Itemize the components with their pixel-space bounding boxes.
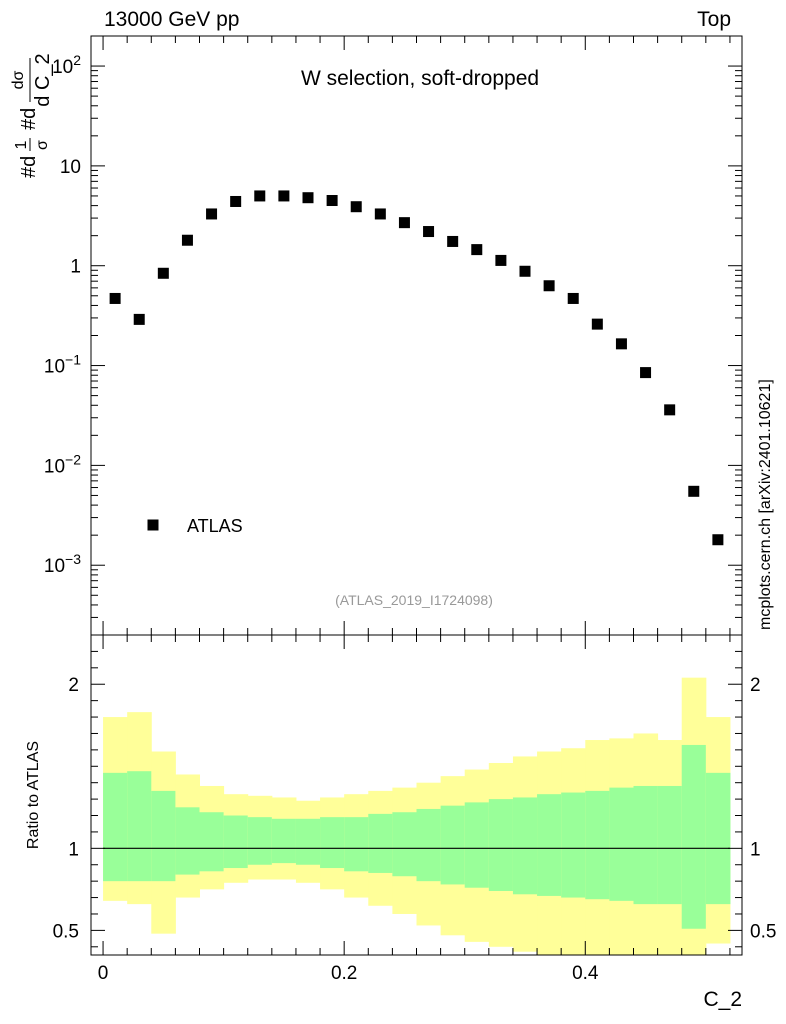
data-point-atlas [495,254,507,266]
ratio-band-green [295,818,321,865]
y-title-frac2-num: dσ [10,70,27,89]
legend-label-atlas: ATLAS [187,516,243,536]
ratio-band-green [368,813,393,873]
ratio-band-green [609,787,634,901]
legend-marker-atlas [147,519,159,531]
y-title-frac1-den: σ [34,140,51,150]
ratio-band-green [151,790,176,882]
ratio-band-green [392,812,417,877]
y-tick-label: 1 [70,257,81,278]
data-point-atlas [447,235,459,247]
data-point-atlas [278,190,290,202]
header-right: Top [697,8,731,31]
data-point-atlas [640,367,652,379]
ratio-tick-label-right: 0.5 [750,921,776,942]
data-point-atlas [326,195,338,207]
ratio-band-green [175,807,200,875]
y-title-frac2-den: d C_2 [32,53,54,106]
ratio-band-green [488,799,514,891]
y-tick-label: 10 [60,157,81,178]
ref-id-label: (ATLAS_2019_I1724098) [335,592,493,608]
ratio-band-green [657,785,683,905]
ratio-band-green [633,785,659,905]
data-point-atlas [109,292,121,304]
ratio-tick-label-left: 2 [68,675,79,696]
ratio-y-axis-title: Ratio to ATLAS [25,741,42,849]
y-tick-label: 10−3 [44,551,81,577]
data-point-atlas [254,190,266,202]
data-point-atlas [181,234,193,246]
ratio-band-green [199,812,225,872]
ratio-band-green [127,771,152,882]
ratio-band-green [271,818,297,864]
ratio-band-green [464,802,490,888]
ratio-band-green [320,817,345,869]
data-point-atlas [350,201,362,213]
ratio-band-green [537,794,562,896]
data-point-atlas [302,192,314,204]
data-point-atlas [712,534,724,546]
ratio-tick-label-left: 1 [68,839,79,860]
data-point-atlas [519,265,531,277]
ratio-band-green [440,805,466,885]
y-title-frac1-num: 1 [13,140,30,149]
data-point-atlas [615,338,627,350]
ratio-band-green [512,797,538,895]
data-point-atlas [374,208,386,220]
data-point-atlas [543,280,555,292]
y-tick-label: 10−2 [44,451,81,477]
data-point-atlas [471,244,483,256]
y-axis-title: #d 1 σ #d dσ d C_2 [10,53,54,178]
ratio-band-green [561,792,586,898]
ratio-band-green [247,817,273,865]
y-tick-label: 10−1 [44,352,81,378]
header-left: 13000 GeV pp [104,8,240,31]
x-axis-title: C_2 [703,988,742,1011]
x-tick-label: 0.4 [572,963,599,984]
ratio-band-green [416,808,442,882]
data-point-atlas [398,217,410,229]
ratio-bands [103,677,731,955]
y-title-hash1: #d [18,156,40,178]
x-tick-label: 0.2 [331,963,357,984]
data-point-atlas [133,313,145,325]
data-point-atlas [206,208,218,220]
ratio-tick-label-left: 0.5 [53,921,79,942]
ratio-tick-label-right: 1 [750,839,761,860]
x-tick-label: 0 [98,963,109,984]
chart-title: W selection, soft-dropped [301,67,539,90]
y-tick-label: 102 [52,52,81,78]
data-point-atlas [688,485,700,497]
data-point-atlas [423,226,435,238]
data-point-atlas [567,292,579,304]
data-point-atlas [230,195,242,207]
ratio-band-green [103,772,128,882]
ratio-tick-label-right: 2 [750,675,761,696]
main-frame [90,35,743,636]
ratio-band-green [705,772,731,905]
y-title-hash2: #d [18,108,40,130]
ratio-band-green [344,817,369,872]
data-point-atlas [591,318,603,330]
data-point-atlas [664,404,676,416]
ratio-band-green [585,790,610,900]
data-point-atlas [157,267,169,279]
ratio-band-green [223,815,249,869]
ratio-band-green [681,744,707,929]
